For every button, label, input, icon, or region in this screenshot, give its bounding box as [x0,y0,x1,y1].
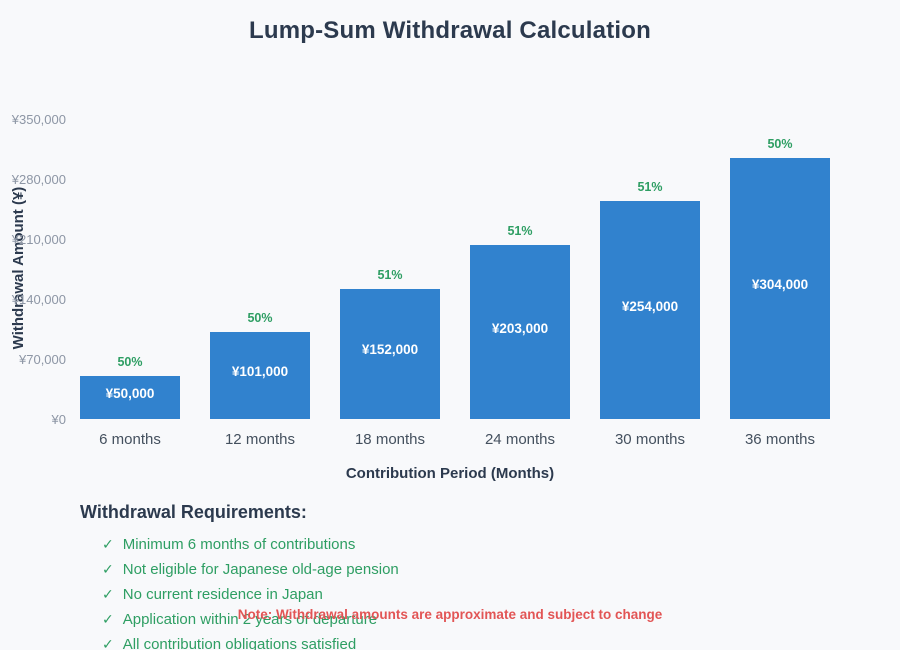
bar: ¥254,000 [600,201,700,419]
requirement-text: Not eligible for Japanese old-age pensio… [122,561,399,578]
check-icon: ✓ [102,536,114,552]
y-axis-title: Withdrawal Amount (¥) [10,186,27,350]
y-tick-label: ¥350,000 [11,112,66,127]
bar-value-label: ¥50,000 [105,386,155,402]
bar: ¥203,000 [470,245,570,419]
check-icon: ✓ [102,586,114,602]
y-tick-label: ¥210,000 [11,232,66,247]
requirement-text: Minimum 6 months of contributions [122,536,356,553]
bar-value-label: ¥101,000 [231,364,289,380]
y-tick-label: ¥140,000 [11,292,66,307]
requirement-text: Application within 2 years of departure [122,611,378,628]
bar-value-label: ¥304,000 [751,277,809,293]
requirement-item: ✓ Application within 2 years of departure [102,607,399,632]
check-icon: ✓ [102,636,114,650]
x-tick-label: 24 months [484,431,556,448]
requirement-item: ✓ Not eligible for Japanese old-age pensi… [102,557,399,582]
percent-label: 50% [117,355,143,370]
percent-label: 51% [377,267,403,282]
check-icon: ✓ [102,611,114,627]
bar: ¥152,000 [340,288,440,419]
requirements-heading: Withdrawal Requirements: [80,502,307,522]
requirements-list: ✓ Minimum 6 months of contributions ✓ Not e… [102,532,399,650]
x-tick-label: 6 months [99,431,161,448]
x-tick-label: 36 months [744,431,816,448]
requirement-item: ✓ All contribution obligations satisfied [102,632,399,650]
x-tick-label: 12 months [224,431,296,448]
x-axis-title: Contribution Period (Months) [345,465,555,482]
bar-value-label: ¥152,000 [361,342,419,358]
requirement-item: ✓ No current residence in Japan [102,582,399,607]
requirement-text: No current residence in Japan [122,586,323,603]
bar: ¥50,000 [80,376,180,419]
bar: ¥304,000 [730,158,830,419]
note-text: Note: Withdrawal amounts are approximate… [237,607,663,622]
percent-label: 50% [767,137,793,152]
y-tick-label: ¥70,000 [19,352,66,367]
bar-value-label: ¥203,000 [491,320,549,336]
chart-title: Lump-Sum Withdrawal Calculation [248,17,651,44]
percent-label: 51% [637,180,663,195]
y-tick-label: ¥280,000 [11,172,66,187]
x-tick-label: 30 months [614,431,686,448]
percent-label: 51% [507,224,533,238]
bar-value-label: ¥254,000 [621,298,679,314]
bar: ¥101,000 [210,332,310,419]
percent-label: 50% [247,311,273,326]
requirement-item: ✓ Minimum 6 months of contributions [102,532,399,557]
check-icon: ✓ [102,561,114,577]
x-tick-label: 18 months [354,431,426,448]
requirement-text: All contribution obligations satisfied [122,636,357,650]
y-tick-label: ¥0 [51,412,66,427]
